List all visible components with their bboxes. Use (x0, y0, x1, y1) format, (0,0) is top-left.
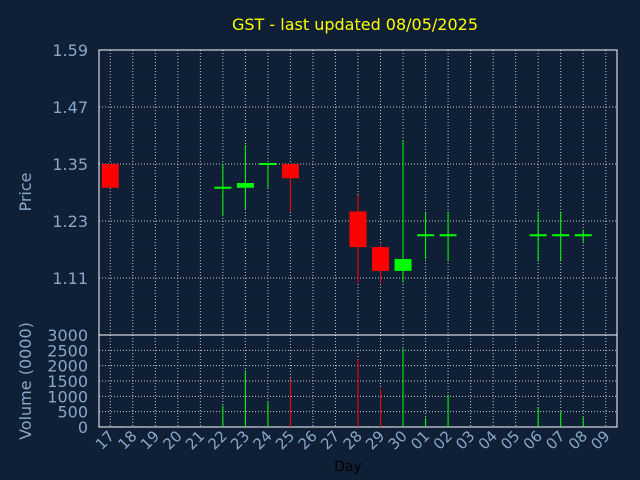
volume-tick-label: 1000 (47, 387, 88, 406)
x-axis-label: Day (334, 459, 362, 475)
x-tick-label: 09 (587, 427, 613, 453)
candle-08 (574, 230, 592, 243)
volume-tick-label: 500 (57, 403, 88, 422)
chart-title: GST - last updated 08/05/2025 (232, 15, 478, 34)
price-grid (99, 49, 617, 335)
volume-tick-label: 3000 (47, 326, 88, 345)
candle-body (236, 183, 254, 188)
volume-tick-label: 2000 (47, 357, 88, 376)
price-tick-label: 1.59 (52, 41, 88, 60)
candle-body (101, 164, 119, 188)
candle-body (214, 186, 232, 189)
candle-06 (529, 211, 547, 262)
x-axis-ticks: 1718192021222324252627282930010203040506… (92, 427, 614, 453)
candle-29 (372, 244, 390, 283)
candle-07 (552, 211, 570, 262)
candle-22 (214, 164, 232, 217)
candle-body (372, 247, 390, 271)
price-axis-label: Price (16, 172, 35, 211)
candle-23 (236, 145, 254, 210)
candle-body (529, 234, 547, 237)
price-tick-label: 1.23 (52, 212, 88, 231)
volume-axis-label: Volume (0000) (16, 322, 35, 440)
candle-17 (101, 164, 119, 188)
candle-02 (439, 211, 457, 262)
volume-series (222, 348, 584, 427)
candle-body (417, 234, 435, 237)
candle-body (259, 163, 277, 165)
price-tick-label: 1.47 (52, 98, 88, 117)
candle-28 (349, 194, 367, 283)
candle-24 (259, 163, 277, 188)
price-tick-label: 1.35 (52, 155, 88, 174)
price-axis-ticks: 1.59 1.47 1.35 1.23 1.11 (52, 41, 88, 288)
volume-tick-label: 1500 (47, 372, 88, 391)
candle-30 (394, 140, 412, 283)
candle-body (439, 234, 457, 237)
candle-body (574, 234, 592, 237)
candle-25 (281, 164, 299, 212)
candle-body (552, 234, 570, 237)
volume-tick-label: 0 (78, 418, 88, 437)
candle-01 (417, 211, 435, 259)
candlestick-series (101, 140, 592, 283)
candle-body (281, 164, 299, 179)
price-tick-label: 1.11 (52, 269, 88, 288)
volume-tick-label: 2500 (47, 341, 88, 360)
candle-body (349, 211, 367, 248)
candle-body (394, 259, 412, 271)
